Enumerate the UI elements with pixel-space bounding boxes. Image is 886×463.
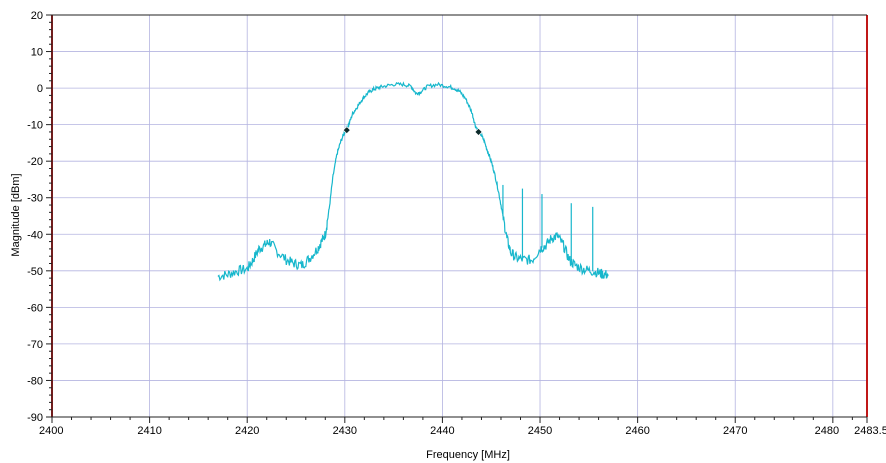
- spur-layer: [502, 184, 594, 272]
- y-tick-label: -10: [27, 120, 43, 132]
- y-tick-label: -80: [27, 375, 43, 387]
- x-tick-label: 2460: [625, 425, 649, 437]
- y-tick-label: -40: [27, 229, 43, 241]
- series-layer: [217, 81, 609, 282]
- x-tick-label: 2420: [235, 425, 259, 437]
- x-tick-labels: 2400 2410 2420 2430 2440 2450 2460 2470 2480 2483…: [39, 425, 886, 437]
- x-tick-label: 2410: [137, 425, 161, 437]
- y-tick-label: -20: [27, 156, 43, 168]
- y-tick-label: 10: [31, 47, 43, 59]
- x-axis-title: Frequency [MHz]: [426, 449, 510, 461]
- y-tick-label: -50: [27, 266, 43, 278]
- x-tick-label: 2483.5: [854, 425, 886, 437]
- y-tick-label: -60: [27, 302, 43, 314]
- grid-lines: [52, 15, 867, 417]
- x-tick-label: 2400: [39, 425, 63, 437]
- x-tick-label: 2480: [815, 425, 839, 437]
- y-tick-label: 20: [31, 10, 43, 22]
- x-tick-label: 2470: [723, 425, 747, 437]
- x-tick-label: 2430: [333, 425, 357, 437]
- marker-point: [342, 126, 351, 135]
- series-line: [217, 81, 609, 282]
- y-tick-label: -70: [27, 339, 43, 351]
- x-tick-label: 2440: [430, 425, 454, 437]
- y-tick-label: -30: [27, 193, 43, 205]
- y-tick-labels: 20 10 0 -10 -20 -30 -40 -50 -60 -70 -80 -90: [27, 10, 43, 424]
- axes: [46, 14, 868, 423]
- y-tick-label: 0: [37, 83, 43, 95]
- band-edge-lines: [51, 15, 868, 417]
- marker-point: [474, 128, 483, 136]
- y-axis-title: Magnitude [dBm]: [10, 173, 22, 256]
- y-tick-label: -90: [27, 412, 43, 424]
- x-tick-label: 2450: [528, 425, 552, 437]
- marker-layer: [342, 126, 483, 136]
